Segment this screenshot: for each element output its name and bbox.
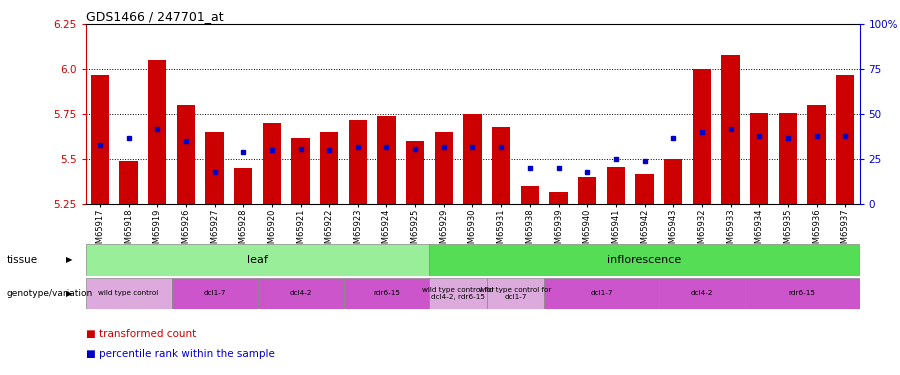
Bar xyxy=(745,278,859,309)
Bar xyxy=(778,112,797,204)
Bar xyxy=(119,161,138,204)
Text: tissue: tissue xyxy=(6,255,38,265)
Bar xyxy=(544,278,659,309)
Bar xyxy=(86,278,172,309)
Bar xyxy=(491,127,510,204)
Text: dcl4-2: dcl4-2 xyxy=(289,290,311,296)
Text: rdr6-15: rdr6-15 xyxy=(373,290,400,296)
Bar xyxy=(429,244,860,276)
Bar xyxy=(607,166,625,204)
Bar xyxy=(205,132,224,204)
Text: genotype/variation: genotype/variation xyxy=(6,289,93,298)
Text: GDS1466 / 247701_at: GDS1466 / 247701_at xyxy=(86,10,223,23)
Bar xyxy=(520,186,539,204)
Text: ■ transformed count: ■ transformed count xyxy=(86,329,196,339)
Bar xyxy=(578,177,597,204)
Text: wild type control for
dcl1-7: wild type control for dcl1-7 xyxy=(480,287,552,300)
Text: dcl4-2: dcl4-2 xyxy=(690,290,713,296)
Bar xyxy=(91,75,109,204)
Text: rdr6-15: rdr6-15 xyxy=(788,290,815,296)
Bar xyxy=(487,278,544,309)
Bar xyxy=(263,123,281,204)
Bar xyxy=(435,132,453,204)
Text: dcl1-7: dcl1-7 xyxy=(590,290,613,296)
Text: dcl1-7: dcl1-7 xyxy=(203,290,226,296)
Text: wild type control: wild type control xyxy=(98,290,158,296)
Text: ▶: ▶ xyxy=(66,255,73,264)
Bar xyxy=(257,278,344,309)
Bar xyxy=(234,168,253,204)
Bar xyxy=(348,120,367,204)
Bar xyxy=(659,278,745,309)
Bar xyxy=(750,112,769,204)
Bar xyxy=(807,105,826,204)
Bar xyxy=(344,278,429,309)
Text: inflorescence: inflorescence xyxy=(608,255,681,265)
Bar xyxy=(635,174,653,204)
Text: leaf: leaf xyxy=(248,255,268,265)
Bar xyxy=(172,278,257,309)
Bar xyxy=(429,278,487,309)
Bar xyxy=(464,114,482,204)
Bar xyxy=(664,159,682,204)
Bar xyxy=(721,55,740,204)
Text: ▶: ▶ xyxy=(66,289,73,298)
Bar xyxy=(176,105,195,204)
Bar xyxy=(836,75,854,204)
Text: wild type control for
dcl4-2, rdr6-15: wild type control for dcl4-2, rdr6-15 xyxy=(422,287,494,300)
Bar xyxy=(292,138,310,204)
Bar xyxy=(86,244,429,276)
Bar xyxy=(406,141,425,204)
Bar xyxy=(148,60,166,204)
Bar xyxy=(549,192,568,204)
Text: ■ percentile rank within the sample: ■ percentile rank within the sample xyxy=(86,350,274,359)
Bar xyxy=(692,69,711,204)
Bar xyxy=(320,132,338,204)
Bar xyxy=(377,116,396,204)
